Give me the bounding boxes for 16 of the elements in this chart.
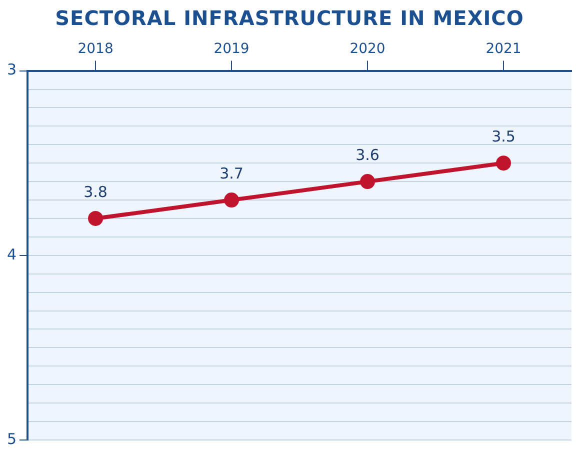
- point: [88, 210, 104, 226]
- data-label: 3.7: [220, 164, 244, 182]
- point: [360, 174, 376, 190]
- data-label: 3.6: [356, 146, 380, 164]
- data-label: 3.5: [492, 127, 516, 146]
- chart-title: SECTORAL INFRASTRUCTURE IN MEXICO: [54, 6, 525, 30]
- x-tick-label: 2021: [486, 41, 522, 58]
- point: [496, 156, 512, 171]
- data-label: 3.8: [84, 182, 108, 201]
- y-tick-label: 4: [6, 245, 17, 264]
- y-tick-label: 3: [6, 60, 17, 79]
- x-tick-label: 2018: [78, 41, 114, 58]
- x-tick-label: 2020: [350, 41, 386, 58]
- point: [224, 192, 240, 208]
- x-tick-label: 2019: [214, 41, 250, 58]
- y-tick-label: 5: [6, 430, 17, 448]
